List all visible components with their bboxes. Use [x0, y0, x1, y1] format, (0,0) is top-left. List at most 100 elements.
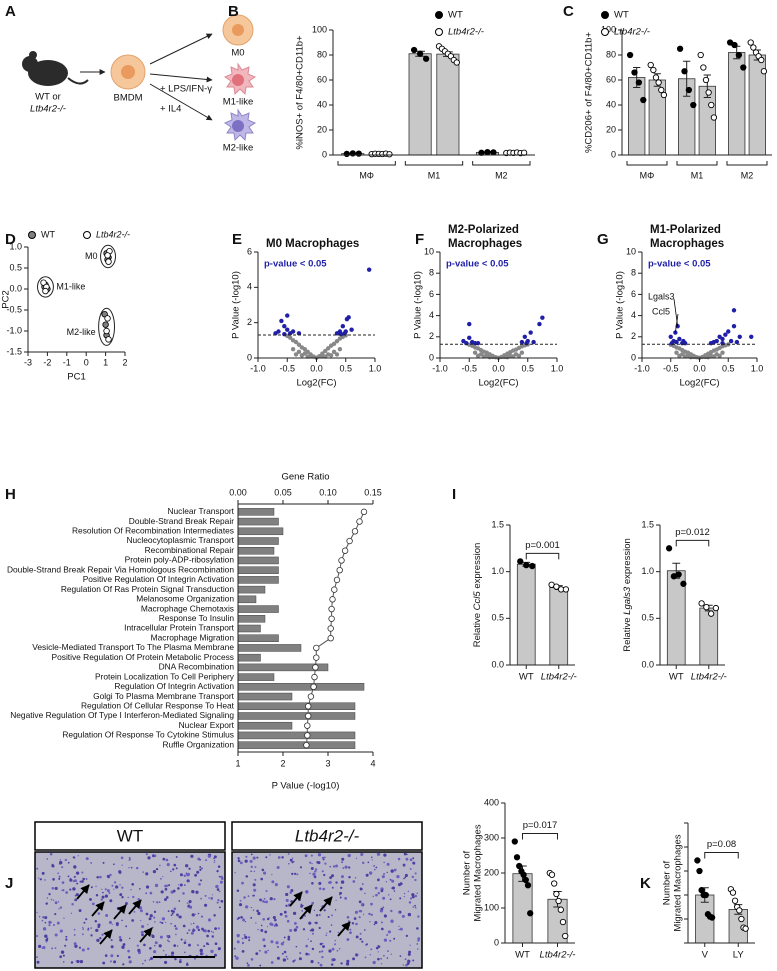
cell-speck — [254, 878, 257, 881]
x2-tick-label: 0.10 — [319, 487, 337, 497]
cell-speck — [256, 909, 259, 913]
cell-speck — [110, 939, 113, 942]
data-point — [680, 580, 687, 587]
cell-speck — [57, 872, 60, 875]
y-tick-label: 1.0 — [9, 241, 22, 251]
cell-speck — [152, 901, 155, 903]
cell-speck — [197, 944, 199, 946]
cell-speck — [318, 881, 322, 885]
cell-speck — [41, 919, 44, 922]
data-point — [698, 600, 705, 607]
data-point — [703, 603, 710, 611]
cell-speck — [417, 915, 420, 918]
ratio-point — [305, 703, 312, 710]
cell-speck — [204, 903, 208, 907]
cell-speck — [144, 959, 147, 962]
cell-speck — [50, 921, 52, 924]
cell-speck — [375, 946, 379, 950]
x2-tick-label: 0.15 — [364, 487, 382, 497]
panel-label: J — [5, 875, 13, 892]
cell-speck — [327, 915, 330, 919]
cell-speck — [46, 937, 49, 940]
cell-speck — [250, 906, 253, 909]
cell-speck — [315, 921, 318, 925]
cell-speck — [44, 921, 47, 924]
data-point — [702, 891, 709, 899]
nucleus — [232, 74, 244, 86]
nucleus — [121, 65, 135, 79]
cell-speck — [69, 888, 72, 891]
data-point — [287, 335, 293, 340]
cell-speck — [128, 859, 130, 861]
cell-speck — [220, 899, 224, 903]
cell-speck — [391, 879, 395, 883]
data-point — [105, 258, 112, 265]
cell-speck — [199, 948, 203, 953]
category-label: Protein poly-ADP-ribosylation — [125, 555, 235, 565]
cell-speck — [335, 881, 338, 884]
cell-speck — [78, 909, 82, 913]
cell-speck — [380, 957, 382, 960]
cell-speck — [132, 895, 135, 899]
cell-speck — [73, 865, 77, 869]
cell-speck — [408, 901, 412, 904]
cell-speck — [153, 854, 157, 858]
cell-speck — [318, 926, 321, 930]
cell-speck — [220, 875, 224, 879]
y-axis-label-part: Relative — [622, 615, 633, 652]
data-point — [293, 352, 299, 357]
cell-speck — [358, 900, 362, 904]
data-point — [340, 324, 346, 329]
x-tick-label: 1 — [235, 758, 240, 768]
cell-speck — [69, 878, 73, 882]
cell-speck — [330, 924, 333, 926]
data-point — [326, 346, 331, 351]
cell-speck — [315, 914, 319, 917]
cell-speck — [62, 954, 65, 957]
panel-label: F — [415, 231, 424, 248]
cell-speck — [213, 861, 216, 863]
cell-speck — [339, 896, 342, 899]
cell-speck — [390, 909, 393, 913]
cell-speck — [374, 868, 376, 871]
cell-speck — [250, 865, 253, 869]
cell-speck — [414, 878, 417, 882]
cell-speck — [364, 956, 367, 959]
cell-speck — [213, 859, 216, 862]
y-tick-label: 80 — [606, 49, 616, 59]
data-point — [296, 349, 302, 355]
cell-speck — [165, 921, 167, 924]
ratio-point — [313, 644, 320, 652]
y-tick-label: 60 — [606, 74, 616, 84]
cell-speck — [279, 912, 283, 916]
cell-speck — [125, 902, 128, 905]
cell-speck — [73, 934, 76, 936]
ratio-point — [333, 576, 341, 584]
cell-speck — [152, 869, 157, 874]
cell-speck — [106, 889, 110, 893]
cluster-label: M1-like — [56, 281, 85, 291]
outcome-label: M1-like — [223, 97, 254, 108]
cell-speck — [177, 945, 179, 947]
chart-title: M1-Polarized — [650, 224, 721, 236]
cell-speck — [362, 913, 365, 915]
cell-speck — [398, 911, 401, 914]
significance-label: p=0.012 — [675, 527, 710, 538]
y-tick-label: 6 — [247, 246, 252, 256]
cell-speck — [193, 922, 195, 925]
y-tick-label: 400 — [484, 797, 499, 807]
x-tick-label: 0.0 — [310, 363, 323, 373]
data-point — [296, 331, 302, 336]
cell-speck — [48, 893, 51, 896]
arrow — [337, 921, 351, 937]
cell-speck — [58, 908, 60, 910]
x-tick-label: Ltb4r2-/- — [691, 672, 727, 683]
cell-speck — [393, 890, 396, 892]
cell-speck — [183, 884, 186, 887]
cell-speck — [104, 894, 109, 898]
cell-speck — [377, 891, 381, 895]
data-point — [555, 897, 562, 905]
panel-label: C — [563, 3, 574, 20]
cell-speck — [109, 960, 112, 963]
x-tick-label: 0.0 — [693, 363, 706, 373]
